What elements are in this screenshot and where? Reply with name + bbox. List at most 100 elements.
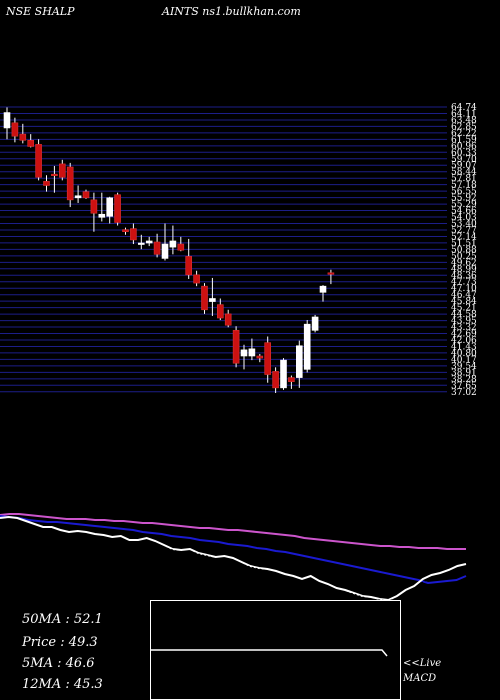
source-label: AINTS ns1.bullkhan.com bbox=[162, 5, 301, 18]
price-tick-label: 56.55 bbox=[451, 187, 477, 197]
price-tick-label: 57.18 bbox=[451, 181, 477, 191]
candle-down bbox=[327, 272, 335, 275]
candle-down bbox=[177, 243, 185, 251]
candle-up bbox=[295, 345, 303, 378]
candle-down bbox=[27, 139, 35, 147]
price-tick-label: 44.58 bbox=[451, 310, 477, 320]
price-tick-label: 37.65 bbox=[451, 381, 477, 391]
candle-down bbox=[122, 229, 129, 233]
candle-down bbox=[130, 228, 137, 241]
candle-down bbox=[90, 199, 98, 214]
price-tick-label: 59.70 bbox=[451, 155, 477, 165]
candles bbox=[3, 107, 335, 393]
candle-down bbox=[114, 194, 121, 223]
ma-series-line bbox=[0, 515, 467, 585]
candle-down bbox=[264, 342, 272, 375]
candle-down bbox=[11, 122, 19, 137]
candle-up bbox=[280, 359, 287, 389]
candle-down bbox=[217, 304, 224, 319]
price-tick-label: 50.25 bbox=[451, 252, 477, 262]
price-tick-label: 63.48 bbox=[451, 116, 477, 126]
candle-up bbox=[311, 316, 319, 331]
price-tick-label: 45.21 bbox=[451, 304, 477, 314]
macd-line bbox=[151, 649, 388, 657]
ma-lines bbox=[0, 513, 467, 602]
candle-up bbox=[106, 197, 113, 217]
candle-down bbox=[35, 144, 42, 178]
stat-ma50: 50MA : 52.1 bbox=[22, 612, 103, 627]
candle-down bbox=[256, 355, 264, 359]
price-axis-labels: 64.7464.1163.4862.8562.2261.5960.9660.33… bbox=[451, 103, 477, 398]
price-tick-label: 39.54 bbox=[451, 362, 477, 372]
price-tick-label: 64.11 bbox=[451, 109, 477, 119]
candle-down bbox=[82, 191, 90, 199]
price-tick-label: 40.17 bbox=[451, 355, 477, 365]
price-tick-label: 55.29 bbox=[451, 200, 477, 210]
macd-label: MACD bbox=[403, 673, 437, 684]
candle-up bbox=[169, 240, 177, 248]
price-tick-label: 47.73 bbox=[451, 278, 477, 288]
macd-panel bbox=[150, 600, 401, 700]
candle-up bbox=[240, 349, 248, 357]
candle-down bbox=[66, 166, 74, 201]
price-tick-label: 60.96 bbox=[451, 142, 477, 152]
candle-up bbox=[145, 240, 153, 244]
price-tick-label: 52.14 bbox=[451, 232, 477, 242]
price-tick-label: 53.40 bbox=[451, 219, 477, 229]
stat-ma12: 12MA : 45.3 bbox=[22, 677, 103, 692]
price-tick-label: 62.22 bbox=[451, 129, 477, 139]
candle-up bbox=[98, 213, 106, 218]
price-tick-label: 55.92 bbox=[451, 194, 477, 204]
price-tick-label: 41.43 bbox=[451, 342, 477, 352]
candle-up bbox=[3, 112, 11, 129]
candle-down bbox=[201, 285, 208, 311]
price-tick-label: 62.85 bbox=[451, 122, 477, 132]
price-tick-label: 48.36 bbox=[451, 271, 477, 281]
price-tick-label: 42.06 bbox=[451, 336, 477, 346]
price-tick-label: 50.88 bbox=[451, 245, 477, 255]
price-tick-label: 43.95 bbox=[451, 317, 477, 327]
ma-series-line bbox=[0, 513, 466, 550]
price-tick-label: 43.32 bbox=[451, 323, 477, 333]
candle-up bbox=[74, 195, 82, 199]
candle-down bbox=[288, 377, 295, 382]
candle-up bbox=[303, 323, 311, 370]
price-tick-label: 38.91 bbox=[451, 368, 477, 378]
candle-up bbox=[138, 242, 145, 245]
stat-price: Price : 49.3 bbox=[22, 635, 98, 650]
price-tick-label: 64.74 bbox=[451, 103, 477, 113]
candle-down bbox=[19, 133, 27, 141]
price-tick-label: 42.69 bbox=[451, 330, 477, 340]
candle-down bbox=[185, 256, 192, 276]
ticker-label: NSE SHALP bbox=[6, 5, 75, 18]
price-grid bbox=[0, 106, 447, 393]
price-tick-label: 48.99 bbox=[451, 265, 477, 275]
price-tick-label: 54.66 bbox=[451, 207, 477, 217]
price-tick-label: 47.10 bbox=[451, 284, 477, 294]
price-tick-label: 60.33 bbox=[451, 148, 477, 158]
price-tick-label: 57.81 bbox=[451, 174, 477, 184]
price-tick-label: 51.51 bbox=[451, 239, 477, 249]
price-tick-label: 38.28 bbox=[451, 375, 477, 385]
price-tick-label: 45.84 bbox=[451, 297, 477, 307]
candle-down bbox=[51, 173, 58, 176]
candle-up bbox=[161, 243, 169, 259]
candle-up bbox=[248, 348, 256, 357]
price-tick-label: 49.62 bbox=[451, 258, 477, 268]
macd-live-label: <<Live bbox=[403, 658, 442, 669]
candle-down bbox=[58, 163, 66, 178]
price-tick-label: 40.80 bbox=[451, 349, 477, 359]
candle-down bbox=[153, 241, 161, 255]
price-tick-label: 59.07 bbox=[451, 161, 477, 171]
candle-down bbox=[193, 274, 200, 284]
candle-down bbox=[224, 313, 232, 326]
price-chart: 64.7464.1163.4862.8562.2261.5960.9660.33… bbox=[0, 103, 477, 398]
stat-ma5: 5MA : 46.6 bbox=[22, 656, 95, 671]
candle-down bbox=[272, 371, 279, 389]
candle-up bbox=[319, 285, 327, 293]
price-tick-label: 54.03 bbox=[451, 213, 477, 223]
price-tick-label: 61.59 bbox=[451, 135, 477, 145]
candle-up bbox=[209, 298, 216, 302]
price-tick-label: 52.77 bbox=[451, 226, 477, 236]
